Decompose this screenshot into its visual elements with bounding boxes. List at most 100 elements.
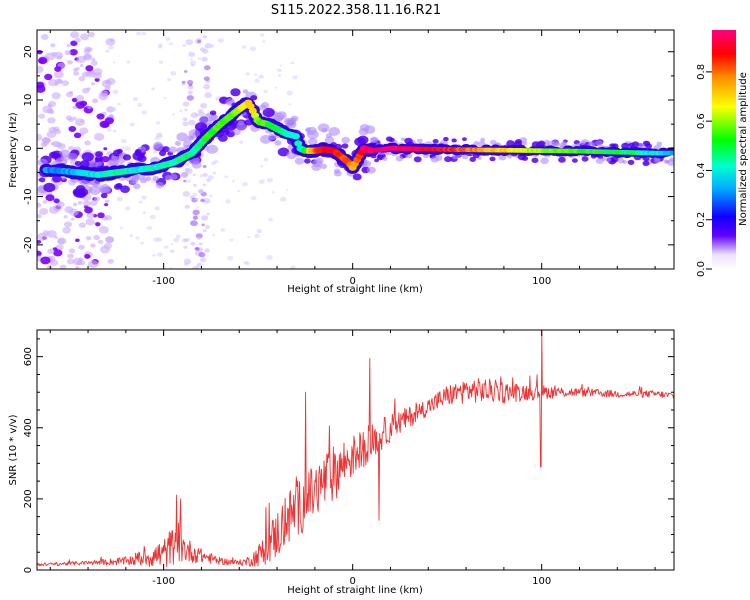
spectrogram-noise-blob	[90, 243, 96, 248]
spectrogram-noise-blob	[180, 171, 189, 178]
spectrogram-noise-blob	[271, 191, 275, 194]
spectrogram-noise-blob	[91, 82, 96, 86]
colorbar-tick-label: 0.8	[696, 64, 707, 80]
spectrogram-noise-blob	[277, 68, 282, 73]
spectrogram-noise-blob	[93, 68, 103, 76]
snr-y-tick-label: 0	[23, 567, 34, 573]
spectrogram-noise-blob	[137, 103, 143, 107]
spectrogram-noise-blob	[69, 48, 78, 56]
spectrogram-noise-blob	[76, 55, 86, 64]
spectrogram-noise-blob	[141, 31, 147, 36]
spectrogram-noise-blob	[152, 175, 160, 182]
spectrogram-noise-blob	[98, 92, 109, 101]
spectrogram-ridge-core	[294, 140, 303, 147]
spectrogram-noise-blob	[195, 247, 199, 250]
spectrogram-noise-blob	[185, 39, 194, 46]
spectrogram-noise-blob	[203, 76, 210, 81]
spectrogram-noise-blob	[83, 49, 91, 55]
spectrogram-noise-blob	[170, 70, 177, 76]
spectrogram-noise-blob	[182, 117, 188, 122]
spectrogram-noise-blob	[105, 38, 116, 46]
spectrogram-noise-blob	[89, 200, 98, 206]
spectrogram-noise-blob	[67, 60, 73, 65]
spectrogram-noise-blob	[190, 241, 196, 246]
spectrogram-noise-blob	[184, 167, 191, 173]
spectrogram-noise-blob	[170, 243, 174, 246]
spectrogram-noise-blob	[235, 122, 247, 132]
spectrogram-noise-blob	[75, 185, 86, 193]
spectrogram-noise-blob	[196, 236, 201, 240]
spectrogram-noise-blob	[277, 147, 290, 157]
spectrogram-noise-blob	[75, 238, 80, 243]
spectrogram-noise-blob	[288, 103, 292, 106]
spectrogram-noise-blob	[37, 232, 48, 241]
spectrogram-noise-blob	[199, 47, 206, 52]
spectrogram-x-tick-label: -100	[152, 276, 175, 287]
spectrogram-x-axis-label: Height of straight line (km)	[287, 284, 423, 295]
spectrogram-noise-blob	[104, 203, 109, 207]
spectrogram-noise-blob	[116, 196, 124, 202]
spectrogram-noise-blob	[97, 239, 104, 244]
spectrogram-noise-blob	[164, 245, 169, 249]
spectrogram-noise-blob	[416, 138, 423, 144]
spectrogram-noise-blob	[57, 143, 66, 150]
spectrogram-noise-blob	[73, 71, 80, 76]
spectrogram-noise-blob	[79, 127, 89, 135]
spectrogram-noise-blob	[376, 154, 385, 161]
spectrogram-noise-blob	[194, 113, 199, 116]
spectrogram-noise-blob	[135, 149, 142, 154]
spectrogram-noise-blob	[218, 134, 228, 142]
spectrogram-noise-blob	[37, 133, 43, 141]
spectrogram-noise-blob	[93, 235, 100, 241]
spectrogram-noise-blob	[47, 248, 55, 255]
spectrogram-noise-blob	[279, 196, 287, 202]
spectrogram-noise-blob	[56, 55, 63, 60]
spectrogram-noise-blob	[200, 102, 208, 109]
spectrogram-noise-blob	[49, 109, 55, 114]
spectrogram-noise-blob	[104, 85, 111, 91]
spectrogram-noise-blob	[37, 65, 44, 74]
spectrogram-noise-blob	[203, 198, 211, 204]
spectrogram-noise-blob	[145, 176, 152, 181]
spectrogram-noise-blob	[581, 156, 589, 162]
spectrogram-noise-blob	[217, 38, 224, 43]
spectrogram-noise-blob	[137, 155, 147, 163]
spectrogram-noise-blob	[645, 143, 653, 149]
spectrogram-noise-blob	[149, 214, 156, 220]
spectrogram-noise-blob	[158, 60, 164, 64]
spectrogram-noise-blob	[94, 132, 105, 141]
spectrogram-noise-blob	[87, 260, 99, 269]
spectrogram-noise-blob	[188, 83, 193, 87]
spectrogram-ridge-core	[669, 150, 674, 156]
spectrogram-noise-blob	[68, 126, 77, 132]
spectrogram-noise-blob	[105, 236, 115, 244]
spectrogram-noise-blob	[169, 42, 174, 46]
spectrogram-noise-blob	[72, 105, 78, 110]
snr-y-tick-label: 600	[23, 347, 34, 366]
spectrogram-noise-blob	[78, 257, 84, 262]
spectrogram-noise-blob	[227, 256, 234, 261]
spectrogram-noise-blob	[186, 95, 194, 101]
spectrogram-noise-blob	[328, 127, 341, 136]
spectrogram-noise-blob	[74, 37, 81, 43]
spectrogram-noise-blob	[82, 87, 90, 94]
spectrogram-noise-blob	[469, 156, 476, 162]
spectrogram-noise-blob	[200, 198, 205, 203]
spectrogram-noise-blob	[207, 175, 214, 180]
spectrogram-noise-blob	[294, 157, 305, 165]
spectrogram-noise-blob	[197, 109, 204, 114]
spectrogram-noise-blob	[192, 215, 199, 220]
spectrogram-noise-blob	[129, 179, 137, 186]
spectrogram-noise-blob	[157, 252, 163, 257]
spectrogram-noise-blob	[79, 64, 84, 68]
spectrogram-noise-blob	[263, 89, 268, 94]
spectrogram-noise-blob	[188, 119, 196, 126]
spectrogram-noise-blob	[364, 125, 376, 134]
spectrogram-noise-blob	[55, 244, 64, 251]
spectrogram-noise-blob	[40, 256, 51, 265]
spectrogram-noise-blob	[81, 71, 89, 77]
spectrogram-noise-blob	[85, 218, 95, 226]
spectrogram-noise-blob	[92, 98, 99, 104]
spectrogram-noise-blob	[256, 228, 263, 234]
spectrogram-noise-blob	[87, 105, 92, 110]
